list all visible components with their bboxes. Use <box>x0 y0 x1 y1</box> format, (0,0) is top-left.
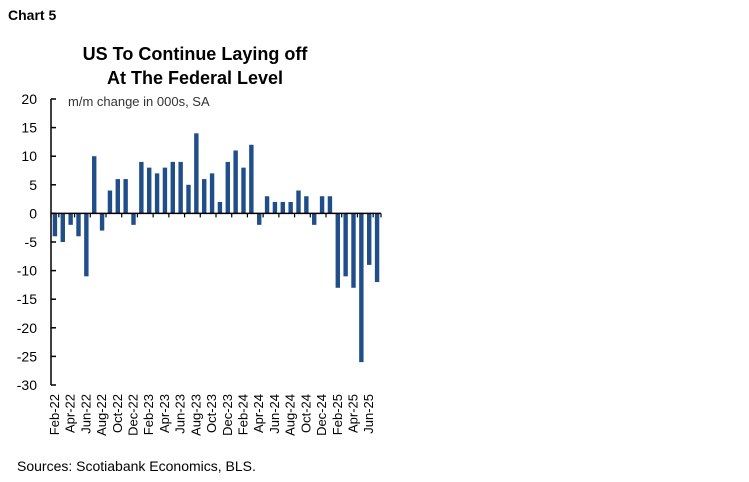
x-tick-label: Aug-24 <box>283 394 298 436</box>
bar-May-23 <box>170 161 175 214</box>
y-tick-label: 10 <box>21 148 37 164</box>
x-tick-label: Dec-23 <box>220 394 235 436</box>
x-tick-label: Apr-22 <box>63 394 78 433</box>
y-tick-label: -15 <box>17 291 37 307</box>
x-tick-label: Jun-23 <box>173 394 188 434</box>
y-tick-label: -5 <box>25 234 38 250</box>
annotation: m/m change in 000s, SA <box>68 94 210 109</box>
bar-Jan-25 <box>327 196 333 214</box>
bar-Feb-23 <box>147 167 152 214</box>
bar-Feb-25 <box>335 213 340 288</box>
x-tick-label: Feb-25 <box>330 394 345 435</box>
x-tick-label: Aug-22 <box>94 394 109 436</box>
x-tick-label: Oct-23 <box>204 394 219 433</box>
bar-Mar-22 <box>60 213 65 242</box>
bar-Apr-24 <box>257 213 262 225</box>
bar-Mar-23 <box>154 173 160 214</box>
title-line-1: US To Continue Laying off <box>82 44 308 64</box>
x-tick-label: Apr-23 <box>157 394 172 433</box>
x-tick-label: Oct-22 <box>110 394 125 433</box>
bar-Jun-22 <box>84 213 89 277</box>
y-tick-label: -10 <box>17 263 37 279</box>
bar-Feb-22 <box>52 213 58 237</box>
bar-Mar-25 <box>343 213 348 277</box>
bar-Jul-22 <box>92 156 97 214</box>
bar-Apr-23 <box>162 167 168 214</box>
y-tick-label: -25 <box>17 348 37 364</box>
bar-Jan-24 <box>233 150 238 214</box>
bar-Oct-24 <box>304 196 309 214</box>
bar-May-22 <box>76 213 81 237</box>
x-tick-label: Jun-22 <box>78 394 93 434</box>
source-note: Sources: Scotiabank Economics, BLS. <box>17 458 256 474</box>
y-tick-label: -30 <box>17 377 37 393</box>
title-line-2: At The Federal Level <box>106 68 284 88</box>
bar-Dec-22 <box>131 213 136 225</box>
bar-Jul-25 <box>374 213 380 283</box>
chart-title: US To Continue Laying off At The Federal… <box>50 42 340 90</box>
y-tick-label: 20 <box>21 91 37 107</box>
bar-Oct-22 <box>115 179 120 214</box>
x-tick-label: Feb-23 <box>141 394 156 435</box>
y-tick-label: 5 <box>29 177 37 193</box>
x-tick-label: Feb-24 <box>236 394 251 435</box>
x-tick-label: Apr-24 <box>251 394 266 433</box>
bar-Aug-23 <box>194 133 199 214</box>
x-tick-label: Jun-24 <box>267 394 282 434</box>
bar-May-25 <box>359 213 364 363</box>
bar-Sep-22 <box>107 190 113 214</box>
bar-Jan-23 <box>139 161 144 214</box>
bar-Sep-24 <box>296 190 301 214</box>
y-tick-label: 15 <box>21 120 37 136</box>
bar-Jul-23 <box>186 184 191 214</box>
bar-Mar-24 <box>249 144 254 214</box>
x-tick-label: Oct-24 <box>298 394 313 433</box>
bar-Apr-22 <box>68 213 73 225</box>
bar-Jul-24 <box>280 201 285 214</box>
bar-Aug-24 <box>288 201 293 214</box>
x-tick-label: Feb-22 <box>47 394 62 435</box>
y-tick-label: 0 <box>29 205 37 221</box>
bar-Jun-24 <box>272 201 278 214</box>
y-tick-label: -20 <box>17 320 37 336</box>
bar-Sep-23 <box>202 179 207 214</box>
bar-Jun-23 <box>178 161 183 214</box>
bar-May-24 <box>264 196 270 214</box>
bar-Jun-25 <box>367 213 372 265</box>
bar-Nov-23 <box>217 201 223 214</box>
bar-Nov-22 <box>123 179 128 214</box>
bar-Dec-23 <box>225 161 230 214</box>
x-tick-label: Dec-24 <box>314 394 329 436</box>
bar-Apr-25 <box>351 213 356 288</box>
x-tick-label: Apr-25 <box>346 394 361 433</box>
x-tick-label: Dec-22 <box>126 394 141 436</box>
bar-Oct-23 <box>209 173 215 214</box>
x-tick-label: Aug-23 <box>188 394 203 436</box>
bar-Aug-22 <box>99 213 105 231</box>
bar-Feb-24 <box>241 167 246 214</box>
chart-number: Chart 5 <box>8 7 57 23</box>
x-tick-label: Jun-25 <box>361 394 376 434</box>
bar-Dec-24 <box>319 196 325 214</box>
bar-Nov-24 <box>312 213 317 225</box>
